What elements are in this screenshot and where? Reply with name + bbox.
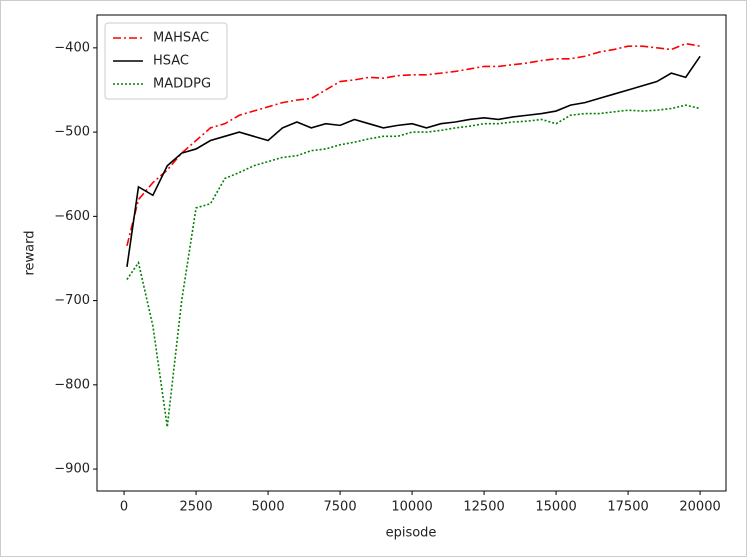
- x-tick-label: 2500: [180, 500, 213, 515]
- x-tick-label: 17500: [607, 500, 648, 515]
- y-tick-label: −700: [54, 293, 90, 308]
- x-tick-label: 7500: [324, 500, 357, 515]
- x-tick-label: 12500: [463, 500, 504, 515]
- plot-area: [96, 14, 727, 492]
- x-tick-label: 15000: [535, 500, 576, 515]
- series-line: [126, 42, 701, 247]
- legend-label: HSAC: [153, 54, 189, 69]
- legend-label: MADDPG: [153, 77, 211, 92]
- y-tick-label: −500: [54, 125, 90, 140]
- x-tick-label: 5000: [252, 500, 285, 515]
- y-tick-label: −800: [54, 377, 90, 392]
- y-axis-label: reward: [23, 230, 38, 275]
- series-line: [126, 55, 701, 268]
- x-tick-label: 20000: [679, 500, 720, 515]
- x-tick-label: 10000: [391, 500, 432, 515]
- y-tick-label: −400: [54, 40, 90, 55]
- legend-box: [104, 22, 228, 100]
- x-axis-label: episode: [386, 526, 437, 541]
- x-tick-label: 0: [120, 500, 128, 515]
- y-tick-label: −900: [54, 462, 90, 477]
- legend-label: MAHSAC: [153, 31, 209, 46]
- y-tick-label: −600: [54, 209, 90, 224]
